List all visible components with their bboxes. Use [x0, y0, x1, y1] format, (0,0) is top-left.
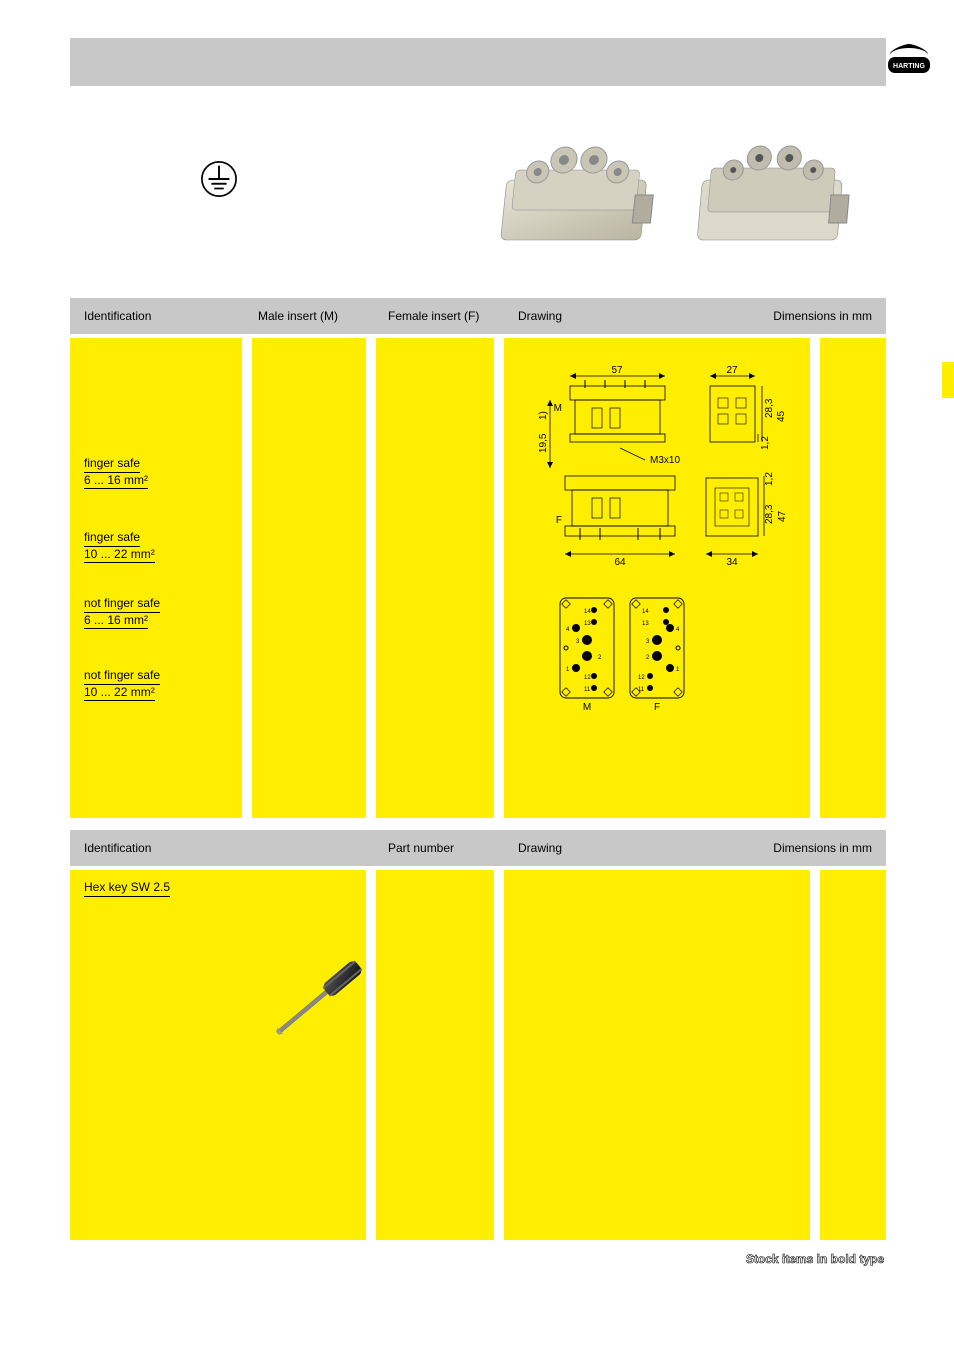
col-identification: Identification: [70, 309, 250, 323]
col-drawing: Drawing: [510, 841, 740, 855]
col-identification: Identification: [70, 841, 250, 855]
ident-line2: 6 ... 16 mm²: [84, 473, 148, 490]
svg-text:47: 47: [777, 510, 788, 522]
svg-text:64: 64: [614, 557, 626, 568]
col-part-number: Part number: [380, 841, 510, 855]
dim-width-34: 34: [706, 551, 758, 568]
svg-text:1: 1: [676, 667, 680, 673]
svg-text:28,3: 28,3: [764, 504, 775, 524]
ident-row: not finger safe 10 ... 22 mm²: [84, 668, 160, 701]
tool-image: [260, 940, 380, 1060]
product-image-male: [490, 120, 680, 260]
ident-line1: not finger safe: [84, 596, 160, 613]
technical-drawing: 57 27 M: [510, 358, 810, 738]
svg-text:2: 2: [598, 655, 602, 661]
column-separator: [810, 338, 820, 818]
column-separator: [366, 338, 376, 818]
svg-text:28,3: 28,3: [764, 398, 775, 418]
svg-text:14: 14: [584, 609, 591, 615]
col-male-insert: Male insert (M): [250, 309, 380, 323]
svg-text:F: F: [654, 702, 660, 713]
svg-text:1: 1: [566, 667, 570, 673]
tool-name: Hex key SW 2.5: [84, 880, 170, 897]
top-banner: [70, 38, 886, 86]
column-separator: [494, 870, 504, 1240]
ident-row: finger safe 10 ... 22 mm²: [84, 530, 155, 563]
ident-line1: not finger safe: [84, 668, 160, 685]
dim-height-19-5: 19,5 1): [538, 400, 553, 468]
dim-width-64: 64: [565, 551, 675, 568]
svg-text:1,2: 1,2: [760, 436, 771, 450]
svg-text:4: 4: [676, 627, 680, 633]
svg-text:12: 12: [584, 675, 591, 681]
column-separator: [810, 870, 820, 1240]
ident-line2: 10 ... 22 mm²: [84, 685, 155, 702]
col-drawing: Drawing: [510, 309, 740, 323]
svg-text:2: 2: [646, 655, 650, 661]
svg-text:13: 13: [584, 621, 591, 627]
protective-earth-icon: [200, 160, 238, 198]
drawing-female-side: F: [556, 476, 675, 540]
ident-line2: 10 ... 22 mm²: [84, 547, 155, 564]
col-female-insert: Female insert (F): [380, 309, 510, 323]
drawing-face-male: 14 13 4 3 2 1 12 11 M: [560, 598, 614, 713]
svg-text:11: 11: [584, 687, 591, 693]
drawing-female-end: [706, 478, 758, 536]
col-dimensions: Dimensions in mm: [740, 309, 886, 323]
svg-text:4: 4: [566, 627, 570, 633]
ident-line2: 6 ... 16 mm²: [84, 613, 148, 630]
data-block-inserts: finger safe 6 ... 16 mm² finger safe 10 …: [70, 338, 886, 818]
table-header-2: Identification Part number Drawing Dimen…: [70, 830, 886, 866]
drawing-male-end: [710, 386, 755, 442]
svg-text:45: 45: [776, 410, 787, 422]
drawing-male-side: M: [554, 380, 665, 442]
svg-text:M: M: [554, 403, 562, 414]
dim-heights-bottom: 1,2 28,3 47: [764, 472, 788, 536]
svg-text:12: 12: [638, 675, 645, 681]
brand-logo-text: HARTING: [893, 63, 925, 70]
dim-screw: M3x10: [620, 448, 680, 466]
ident-row: not finger safe 6 ... 16 mm²: [84, 596, 160, 629]
svg-text:34: 34: [726, 557, 738, 568]
svg-text:11: 11: [638, 687, 645, 693]
dim-width-27: 27: [710, 365, 755, 379]
ident-line1: finger safe: [84, 456, 140, 473]
svg-text:14: 14: [642, 609, 649, 615]
svg-text:3: 3: [646, 639, 650, 645]
ident-line1: finger safe: [84, 530, 140, 547]
drawing-face-female: 14 13 4 3 2 1 12 11 F: [630, 598, 684, 713]
svg-text:27: 27: [726, 365, 738, 376]
page-edge-tab: [942, 362, 954, 398]
table-header-1: Identification Male insert (M) Female in…: [70, 298, 886, 334]
column-separator: [494, 338, 504, 818]
stock-note: Stock items in bold type: [746, 1252, 884, 1266]
svg-text:1,2: 1,2: [764, 472, 775, 486]
svg-text:M: M: [583, 702, 591, 713]
svg-text:F: F: [556, 515, 562, 526]
ident-row: finger safe 6 ... 16 mm²: [84, 456, 148, 489]
svg-text:3: 3: [576, 639, 580, 645]
data-block-tools: Hex key SW 2.5: [70, 870, 886, 1240]
dim-width-57: 57: [570, 365, 665, 379]
svg-text:M3x10: M3x10: [650, 455, 680, 466]
svg-text:13: 13: [642, 621, 649, 627]
brand-logo: HARTING: [886, 44, 932, 80]
col-dimensions: Dimensions in mm: [740, 841, 886, 855]
dim-heights-top: 28,3 45 1,2: [758, 386, 787, 450]
svg-text:57: 57: [611, 365, 623, 376]
product-image-female: [685, 120, 875, 260]
product-images: [490, 120, 870, 270]
column-separator: [242, 338, 252, 818]
svg-text:1): 1): [538, 411, 549, 420]
svg-text:19,5: 19,5: [538, 433, 549, 453]
